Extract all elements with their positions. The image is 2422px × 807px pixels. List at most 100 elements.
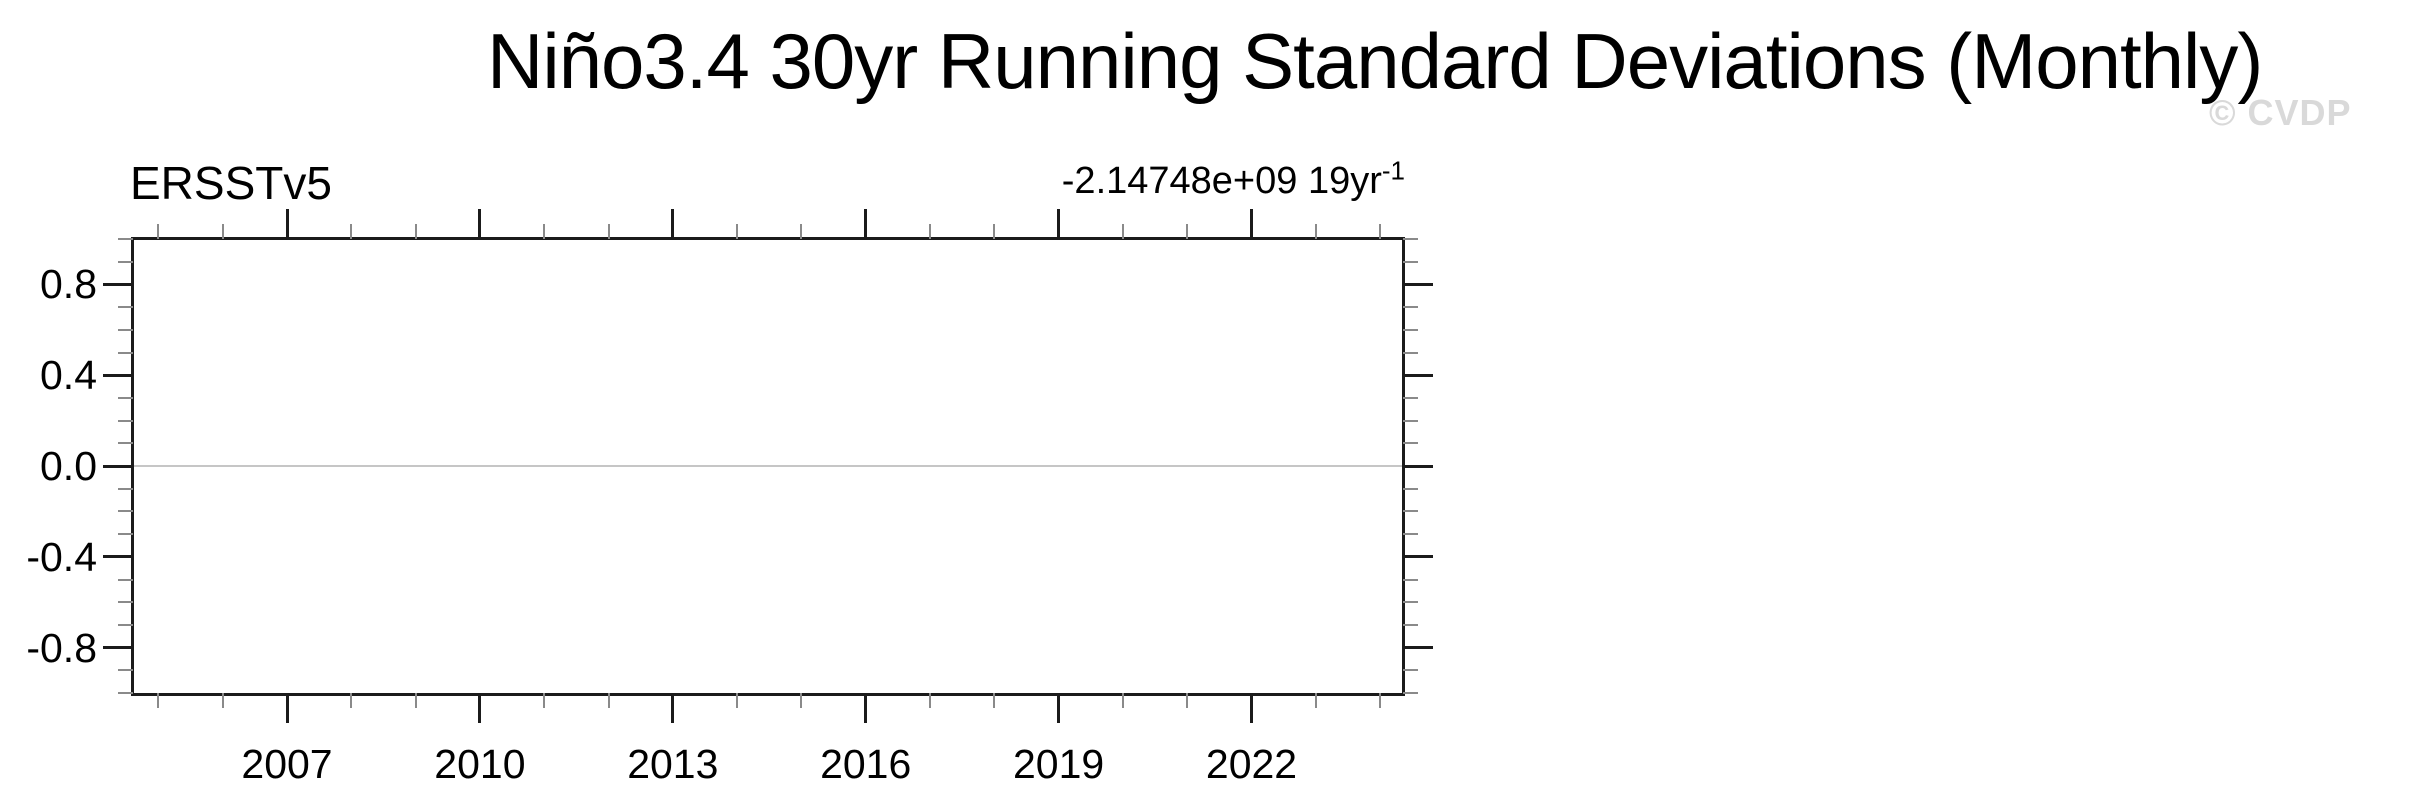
- x-minor-tick-top: [350, 224, 353, 239]
- x-minor-tick-bottom: [1186, 693, 1189, 708]
- x-minor-tick-bottom: [1379, 693, 1382, 708]
- x-major-tick-top: [671, 209, 675, 239]
- y-minor-tick-left: [118, 669, 133, 672]
- y-major-tick-left: [103, 464, 133, 468]
- y-minor-tick-left: [118, 692, 133, 694]
- x-major-tick-top: [1057, 209, 1061, 239]
- y-minor-tick-right: [1403, 623, 1418, 626]
- x-axis-tick-label: 2019: [1012, 741, 1105, 787]
- x-major-tick-top: [1250, 209, 1253, 239]
- trend-annotation: -2.14748e+09 19yr-1: [1061, 157, 1405, 202]
- y-minor-tick-left: [118, 419, 133, 422]
- y-major-tick-right: [1403, 464, 1433, 468]
- trend-annotation-value: -2.14748e+09 19yr: [1061, 160, 1382, 202]
- y-axis-tick-label: -0.4: [26, 533, 97, 580]
- y-minor-tick-left: [118, 260, 133, 263]
- y-major-tick-left: [103, 555, 133, 559]
- x-minor-tick-bottom: [993, 693, 996, 708]
- y-minor-tick-right: [1403, 578, 1418, 581]
- x-minor-tick-top: [1186, 224, 1189, 239]
- x-major-tick-bottom: [671, 693, 675, 723]
- y-minor-tick-right: [1403, 396, 1418, 399]
- y-minor-tick-left: [118, 578, 133, 581]
- x-minor-tick-top: [221, 224, 224, 239]
- y-minor-tick-right: [1403, 487, 1418, 490]
- y-major-tick-right: [1403, 555, 1433, 559]
- x-minor-tick-top: [800, 224, 803, 239]
- y-minor-tick-left: [118, 238, 133, 240]
- y-minor-tick-left: [118, 601, 133, 604]
- y-axis-tick-label: 0.0: [40, 443, 97, 489]
- x-minor-tick-top: [414, 224, 417, 239]
- x-axis-tick-label: 2013: [627, 741, 719, 787]
- x-minor-tick-top: [993, 224, 996, 239]
- y-minor-tick-right: [1403, 306, 1418, 309]
- y-minor-tick-right: [1403, 419, 1418, 422]
- trend-annotation-exponent: -1: [1381, 155, 1405, 186]
- y-minor-tick-left: [118, 487, 133, 490]
- y-minor-tick-right: [1403, 260, 1418, 263]
- y-minor-tick-right: [1403, 669, 1418, 672]
- y-minor-tick-left: [118, 351, 133, 354]
- x-minor-tick-top: [157, 224, 160, 239]
- y-minor-tick-right: [1403, 351, 1418, 354]
- y-axis-tick-label: 0.8: [40, 261, 97, 308]
- x-major-tick-bottom: [478, 693, 482, 723]
- x-minor-tick-bottom: [543, 693, 546, 708]
- y-minor-tick-left: [118, 510, 133, 513]
- y-minor-tick-left: [118, 623, 133, 626]
- y-major-tick-right: [1403, 646, 1433, 650]
- y-axis-tick-label: -0.8: [26, 624, 97, 671]
- x-major-tick-bottom: [285, 693, 289, 723]
- x-minor-tick-bottom: [1314, 693, 1317, 708]
- x-axis-tick-label: 2010: [434, 741, 526, 787]
- y-major-tick-right: [1403, 282, 1433, 286]
- x-minor-tick-bottom: [221, 693, 224, 708]
- x-minor-tick-bottom: [350, 693, 353, 708]
- x-minor-tick-bottom: [157, 693, 160, 708]
- y-major-tick-left: [103, 646, 133, 650]
- cvdp-watermark: © CVDP: [2209, 92, 2352, 133]
- x-minor-tick-bottom: [800, 693, 803, 708]
- y-minor-tick-right: [1403, 692, 1418, 694]
- y-minor-tick-left: [118, 442, 133, 445]
- y-minor-tick-left: [118, 533, 133, 536]
- y-minor-tick-right: [1403, 238, 1418, 240]
- x-minor-tick-top: [607, 224, 610, 239]
- x-minor-tick-bottom: [929, 693, 931, 708]
- x-minor-tick-top: [543, 224, 546, 239]
- x-major-tick-top: [285, 209, 289, 239]
- x-minor-tick-top: [929, 224, 931, 239]
- y-major-tick-right: [1403, 373, 1433, 377]
- x-major-tick-bottom: [1250, 693, 1253, 723]
- x-minor-tick-top: [1121, 224, 1124, 239]
- x-minor-tick-bottom: [736, 693, 739, 708]
- y-minor-tick-right: [1403, 442, 1418, 445]
- y-axis-tick-label: 0.4: [40, 352, 97, 399]
- x-minor-tick-top: [1379, 224, 1382, 239]
- zero-gridline: [134, 465, 1402, 467]
- x-major-tick-bottom: [864, 693, 868, 723]
- x-major-tick-top: [478, 209, 482, 239]
- x-minor-tick-bottom: [414, 693, 417, 708]
- x-major-tick-bottom: [1057, 693, 1061, 723]
- y-minor-tick-right: [1403, 601, 1418, 604]
- x-minor-tick-top: [1314, 224, 1317, 239]
- x-minor-tick-top: [736, 224, 739, 239]
- y-minor-tick-left: [118, 396, 133, 399]
- x-minor-tick-bottom: [607, 693, 610, 708]
- chart-title: Niño3.4 30yr Running Standard Deviations…: [487, 17, 2263, 105]
- x-axis-tick-label: 2016: [820, 741, 912, 787]
- x-axis-tick-label: 2007: [241, 741, 333, 787]
- x-minor-tick-bottom: [1121, 693, 1124, 708]
- y-minor-tick-right: [1403, 510, 1418, 513]
- y-major-tick-left: [103, 282, 133, 286]
- y-major-tick-left: [103, 373, 133, 377]
- y-minor-tick-left: [118, 306, 133, 309]
- y-minor-tick-right: [1403, 533, 1418, 536]
- dataset-label: ERSSTv5: [130, 157, 332, 209]
- x-major-tick-top: [864, 209, 868, 239]
- y-minor-tick-right: [1403, 328, 1418, 331]
- x-axis-tick-label: 2022: [1205, 741, 1298, 787]
